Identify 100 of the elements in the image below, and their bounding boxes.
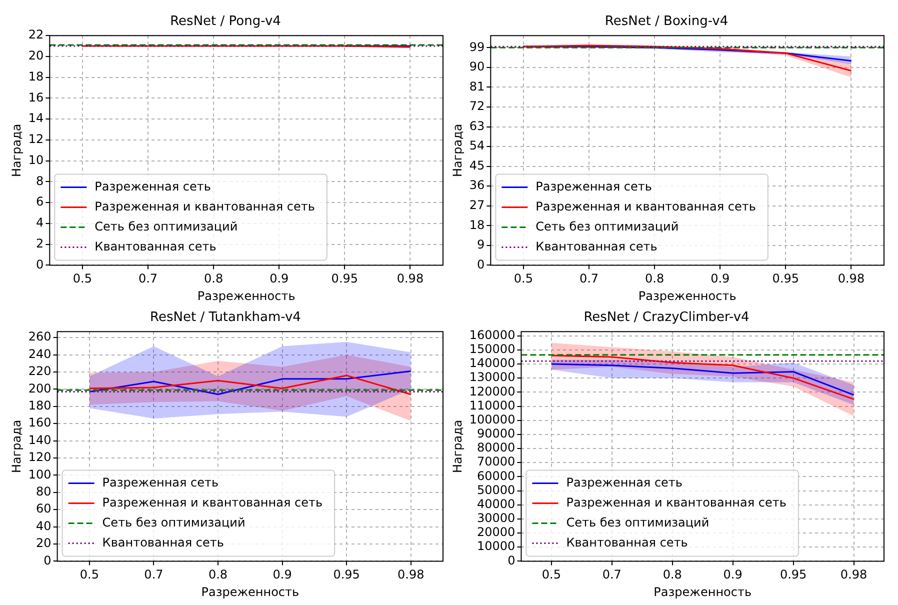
x-tick-label: 0.98 — [840, 568, 868, 582]
x-tick-label: 0.7 — [602, 568, 622, 582]
x-tick-label: 0.95 — [333, 568, 360, 582]
legend-label: Сеть без оптимизаций — [94, 219, 238, 234]
x-tick-label: 0.8 — [208, 568, 228, 582]
legend-label: Разреженная сеть — [102, 475, 219, 490]
y-tick-label: 80000 — [477, 440, 516, 455]
y-tick-label: 2 — [36, 236, 44, 250]
y-tick-label: 36 — [469, 178, 485, 192]
x-tick-label: 0.98 — [398, 568, 424, 582]
legend-label: Разреженная и квантованная сеть — [102, 495, 323, 510]
x-tick-label: 0.7 — [579, 272, 599, 286]
y-tick-label: 16 — [28, 90, 44, 104]
y-tick-label: 54 — [469, 138, 485, 153]
legend-label: Разреженная сеть — [94, 179, 211, 194]
legend-label: Квантованная сеть — [102, 535, 224, 550]
y-tick-label: 90000 — [477, 426, 516, 441]
y-tick-label: 0 — [36, 257, 44, 272]
y-tick-label: 70000 — [477, 454, 516, 469]
y-tick-label: 100000 — [469, 412, 516, 426]
y-tick-label: 110000 — [469, 398, 516, 412]
x-tick-label: 0.8 — [204, 272, 224, 286]
y-tick-label: 10 — [28, 152, 44, 167]
y-tick-label: 220 — [28, 364, 52, 378]
y-tick-label: 140 — [28, 432, 52, 447]
legend-label: Разреженная сеть — [536, 179, 652, 194]
y-tick-label: 22 — [28, 28, 44, 42]
legend-label: Квантованная сеть — [94, 239, 216, 254]
x-axis-title: Разреженность — [638, 288, 736, 303]
y-tick-label: 160000 — [469, 328, 516, 342]
legend-label: Сеть без оптимизаций — [566, 515, 710, 530]
y-tick-label: 20000 — [477, 525, 516, 540]
y-tick-label: 150000 — [469, 342, 516, 356]
y-tick-label: 40 — [36, 518, 52, 533]
y-tick-label: 0 — [508, 553, 516, 568]
legend-label: Сеть без оптимизаций — [102, 515, 246, 530]
x-tick-label: 0.8 — [662, 568, 682, 582]
y-tick-label: 180 — [28, 398, 52, 413]
legend-label: Сеть без оптимизаций — [536, 219, 679, 234]
y-tick-label: 130000 — [469, 370, 516, 384]
legend-label: Разреженная и квантованная сеть — [566, 495, 786, 510]
y-tick-label: 160 — [28, 416, 52, 430]
legend-label: Разреженная сеть — [566, 475, 683, 490]
legend-label: Квантованная сеть — [566, 535, 688, 550]
y-tick-label: 80 — [36, 484, 52, 499]
x-tick-label: 0.5 — [514, 272, 533, 286]
y-tick-label: 10000 — [477, 539, 516, 554]
y-tick-label: 8 — [36, 174, 44, 188]
x-tick-label: 0.95 — [780, 568, 807, 582]
x-tick-label: 0.95 — [772, 272, 800, 286]
y-tick-label: 120 — [28, 450, 52, 464]
y-tick-label: 120000 — [469, 384, 516, 398]
y-tick-label: 18 — [28, 69, 44, 84]
legend-label: Разреженная и квантованная сеть — [94, 199, 315, 214]
x-tick-label: 0.9 — [272, 568, 292, 582]
x-tick-label: 0.5 — [80, 568, 99, 582]
y-tick-label: 18 — [469, 218, 485, 232]
y-axis-title: Награда — [9, 420, 24, 474]
y-tick-label: 100 — [28, 467, 52, 482]
chart-title: ResNet / CrazyClimber-v4 — [584, 310, 750, 326]
y-tick-label: 20 — [28, 48, 44, 63]
y-tick-label: 72 — [469, 99, 485, 114]
y-axis-title: Награда — [450, 124, 464, 178]
chart-title: ResNet / Pong-v4 — [170, 14, 281, 30]
x-tick-label: 0.7 — [138, 272, 158, 286]
x-tick-label: 0.9 — [710, 272, 730, 286]
y-tick-label: 260 — [28, 330, 52, 344]
y-tick-label: 60 — [36, 502, 52, 516]
y-tick-label: 40000 — [477, 496, 516, 511]
x-axis-title: Разреженность — [201, 584, 300, 599]
y-tick-label: 30000 — [477, 511, 516, 526]
x-tick-label: 0.8 — [645, 272, 664, 286]
y-tick-label: 27 — [469, 198, 485, 212]
y-tick-label: 50000 — [477, 482, 516, 497]
legend-label: Разреженная и квантованная сеть — [536, 199, 756, 214]
chart-title: ResNet / Tutankham-v4 — [150, 310, 301, 326]
x-tick-label: 0.9 — [270, 272, 289, 286]
x-tick-label: 0.98 — [838, 272, 865, 286]
y-tick-label: 63 — [469, 118, 485, 133]
y-tick-label: 0 — [477, 257, 485, 272]
y-tick-label: 99 — [469, 40, 485, 54]
y-tick-label: 90 — [469, 60, 485, 74]
y-axis-title: Награда — [9, 124, 24, 178]
y-tick-label: 0 — [44, 553, 52, 568]
y-tick-label: 140000 — [469, 356, 516, 370]
y-tick-label: 6 — [36, 194, 44, 209]
y-axis-title: Награда — [450, 420, 464, 474]
x-tick-label: 0.9 — [723, 568, 742, 582]
x-tick-label: 0.5 — [542, 568, 561, 582]
y-tick-label: 81 — [469, 79, 485, 94]
y-tick-label: 12 — [28, 132, 44, 146]
y-tick-label: 200 — [28, 381, 52, 396]
x-axis-title: Разреженность — [654, 584, 752, 599]
chart-title: ResNet / Boxing-v4 — [604, 14, 728, 30]
x-tick-label: 0.5 — [72, 272, 92, 286]
y-tick-label: 60000 — [477, 468, 516, 483]
x-tick-label: 0.7 — [144, 568, 164, 582]
x-axis-title: Разреженность — [197, 288, 296, 303]
x-tick-label: 0.98 — [396, 272, 424, 286]
y-tick-label: 14 — [28, 111, 44, 126]
